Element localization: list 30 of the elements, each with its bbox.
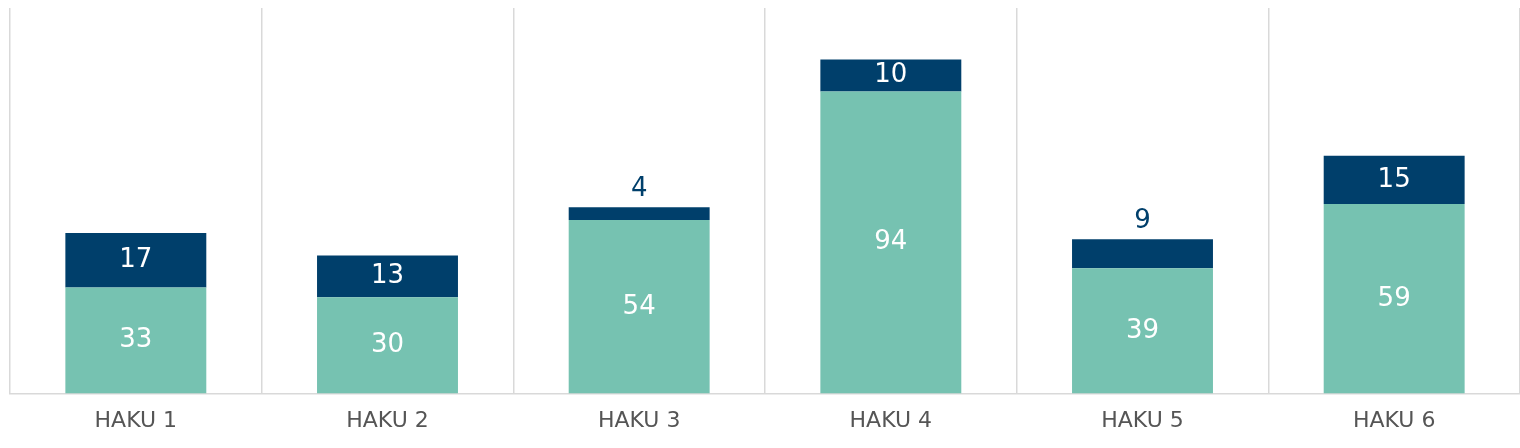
x-tick-label: HAKU 4 (849, 406, 933, 432)
bar (317, 255, 458, 298)
bar (1323, 155, 1465, 205)
data-label: 10 (874, 58, 908, 89)
data-label: 9 (1134, 204, 1151, 235)
bar (1072, 268, 1213, 394)
x-tick-label: HAKU 6 (1352, 406, 1436, 432)
bar (1323, 204, 1465, 394)
data-label: 30 (370, 328, 405, 359)
x-tick-label: HAKU 5 (1101, 406, 1184, 432)
bar (820, 59, 962, 92)
data-label: 54 (622, 289, 656, 320)
data-label: 15 (1377, 162, 1411, 193)
data-label: 59 (1377, 281, 1411, 312)
data-label: 17 (119, 243, 153, 273)
bar (568, 220, 710, 394)
bar (568, 207, 710, 221)
data-label: 13 (370, 259, 405, 290)
x-tick-label: HAKU 3 (597, 406, 681, 432)
bar (317, 297, 458, 394)
data-label: 33 (119, 323, 153, 354)
data-label: 39 (1125, 313, 1160, 344)
bar (65, 287, 207, 394)
data-label: 94 (874, 225, 908, 256)
data-label: 4 (630, 171, 648, 202)
bar (820, 91, 962, 394)
x-tick-label: HAKU 2 (346, 406, 429, 432)
bar (65, 232, 207, 288)
bar (1072, 239, 1213, 269)
x-tick-label: HAKU 1 (94, 406, 178, 432)
